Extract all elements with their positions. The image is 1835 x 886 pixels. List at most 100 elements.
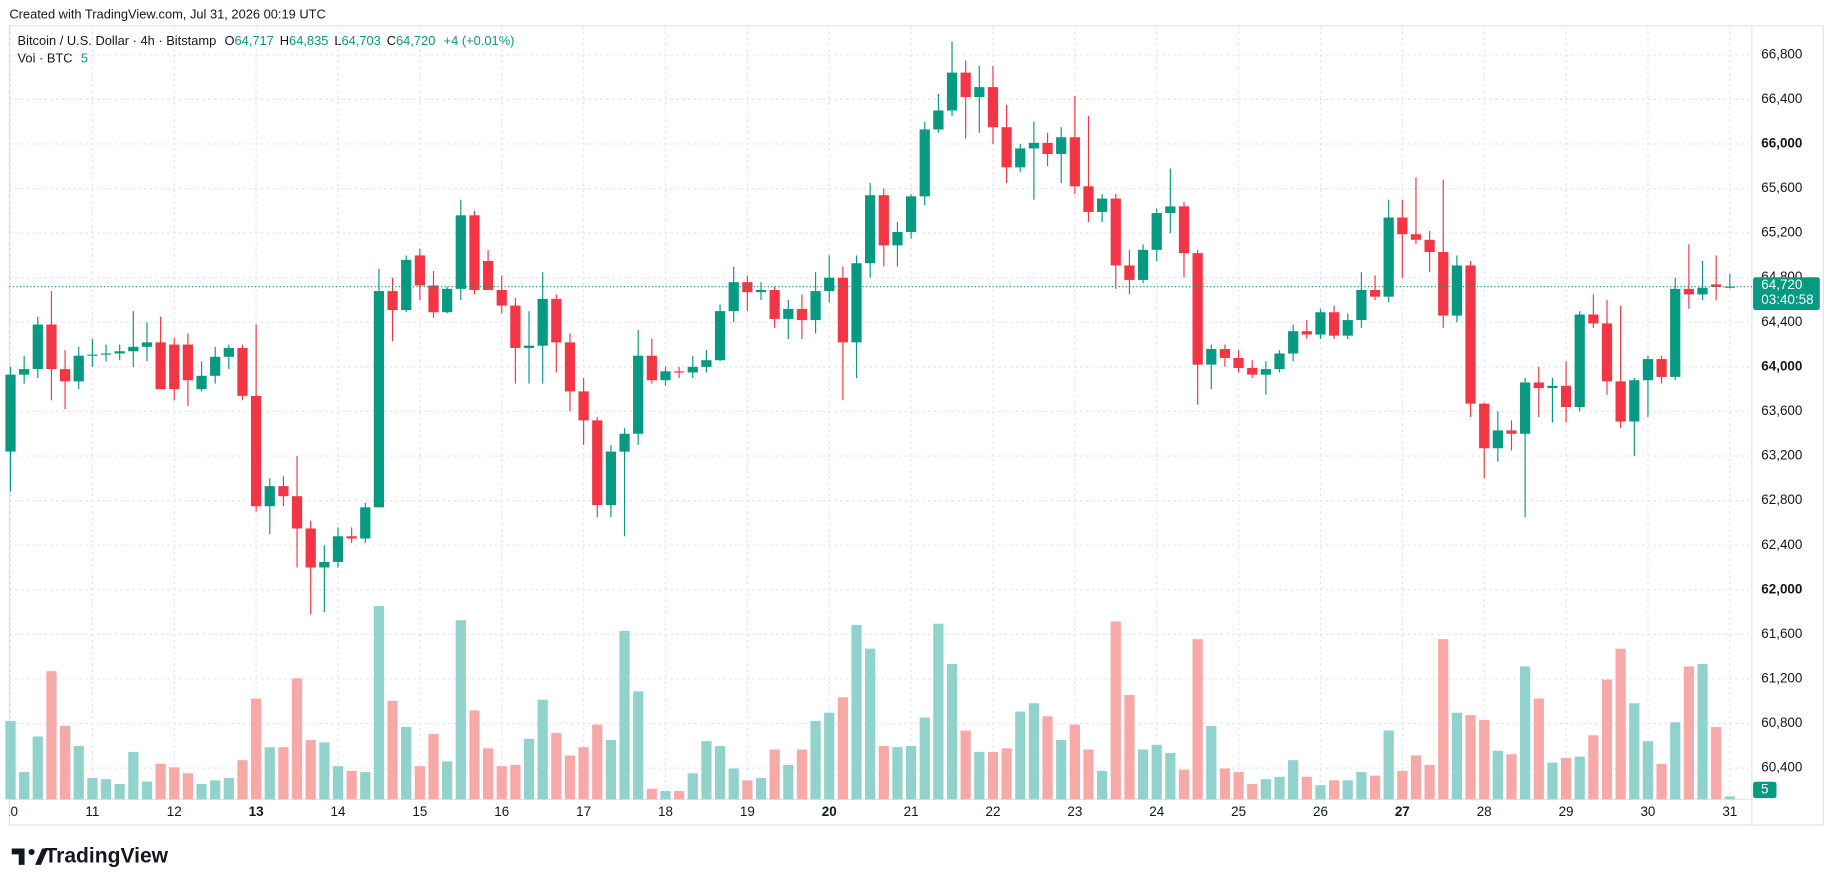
candle-body — [1288, 331, 1299, 354]
candle-body — [1056, 137, 1067, 154]
volume-bar — [251, 698, 262, 800]
candle-body — [1124, 265, 1135, 280]
axes: 60,400 60,800 61,200 61,600 62,000 62,400 62,8… — [9, 46, 1820, 819]
candle-body — [592, 420, 603, 506]
volume-bar — [987, 751, 999, 800]
candle-body — [210, 356, 221, 376]
candle-body — [32, 324, 43, 370]
x-tick-label: 18 — [658, 804, 673, 819]
candle-body — [946, 72, 958, 111]
candle-body — [1574, 314, 1585, 407]
legend-value: 64,720 — [396, 34, 435, 49]
volume-bar — [32, 736, 43, 800]
candle-body — [1683, 288, 1694, 295]
chart-frame — [8, 25, 1824, 826]
candle-body — [1097, 198, 1108, 212]
legend-value: 64,703 — [341, 34, 380, 49]
candle-body — [1069, 137, 1080, 187]
y-tick-label: 61,200 — [1761, 671, 1802, 686]
volume-bar — [646, 788, 657, 800]
candle-body — [810, 291, 821, 321]
volume-value-box — [1753, 781, 1777, 799]
candle-body — [1042, 142, 1053, 154]
volume-bar — [305, 740, 316, 800]
candle-body — [1642, 359, 1654, 381]
volume-bar — [278, 747, 289, 800]
x-tick-label: 26 — [1313, 804, 1328, 819]
volume-bar — [1451, 712, 1463, 800]
volume-bar — [919, 717, 930, 800]
volume-bar — [1342, 780, 1353, 800]
y-tick-label: 60,800 — [1761, 715, 1802, 730]
volume-bar — [1260, 779, 1271, 800]
volume-bar — [155, 763, 166, 800]
volume-bar — [905, 745, 917, 800]
volume-bar — [114, 783, 125, 800]
volume-bar — [332, 766, 344, 800]
candle-body — [1451, 265, 1463, 316]
volume-bar — [1438, 639, 1449, 800]
candle-body — [482, 260, 494, 290]
volume-bar — [1165, 753, 1176, 800]
candle-body — [714, 311, 726, 361]
candle-body — [1178, 206, 1190, 254]
x-tick-label: 11 — [85, 804, 99, 819]
x-tick-label: 16 — [494, 804, 509, 819]
volume-bar — [1274, 776, 1285, 800]
candle-body — [1301, 331, 1312, 335]
candle-body — [1383, 217, 1394, 297]
volume-bar — [1642, 741, 1654, 800]
candle-body — [1670, 288, 1681, 377]
volume-bar — [1233, 772, 1244, 800]
marks — [5, 41, 1752, 800]
y-tick-label: 62,400 — [1761, 537, 1802, 552]
candle-body — [1410, 234, 1422, 240]
volume-bar — [1615, 648, 1626, 800]
volume-bar — [1670, 722, 1681, 800]
volume-bar — [482, 748, 494, 800]
volume-bar — [1574, 756, 1585, 800]
candle-body — [1356, 289, 1367, 321]
candle-body — [346, 536, 357, 539]
y-tick-label: 64,000 — [1761, 358, 1802, 373]
volume-bar — [1151, 744, 1162, 800]
volume-bar — [1056, 740, 1067, 800]
candle-body — [605, 451, 617, 506]
legend-change: +4 (+0.01%) — [444, 34, 515, 49]
candle-body — [223, 347, 234, 357]
candle-body — [933, 110, 944, 130]
candle-body — [1615, 381, 1626, 422]
volume-bar — [714, 745, 726, 800]
candle-body — [414, 255, 425, 286]
candle-body — [1629, 380, 1640, 422]
volume-bar — [1369, 775, 1381, 800]
legend: Bitcoin / U.S. Dollar · 4h · Bitstamp O6… — [18, 34, 515, 49]
volume-bar — [442, 761, 453, 800]
candle-body — [1560, 385, 1572, 407]
volume-bar — [46, 671, 57, 800]
y-tick-label: 60,400 — [1761, 760, 1802, 775]
candle-body — [633, 355, 644, 434]
volume-bar — [1219, 768, 1231, 800]
candle-body — [1001, 127, 1012, 168]
volume-bar — [551, 732, 562, 800]
candle-body — [319, 561, 330, 568]
legend-value: 64,835 — [289, 34, 328, 49]
candle-body — [919, 129, 930, 197]
candle-body — [19, 369, 30, 375]
volume-bar — [1711, 726, 1722, 800]
volume-bar — [1192, 639, 1203, 800]
volume-bar — [237, 760, 248, 800]
legend-key: O — [224, 34, 234, 49]
volume-bar — [769, 749, 780, 800]
candle-body — [46, 324, 57, 370]
volume-bar — [510, 764, 521, 800]
y-tick-label: 65,200 — [1761, 225, 1802, 240]
candle-body — [496, 289, 507, 306]
candle-body — [428, 285, 439, 313]
volume-bar — [796, 749, 808, 800]
volume-bar — [537, 699, 548, 800]
candle-body — [1083, 186, 1094, 212]
y-tick-label: 63,200 — [1761, 448, 1802, 463]
y-tick-label: 66,800 — [1761, 46, 1802, 61]
